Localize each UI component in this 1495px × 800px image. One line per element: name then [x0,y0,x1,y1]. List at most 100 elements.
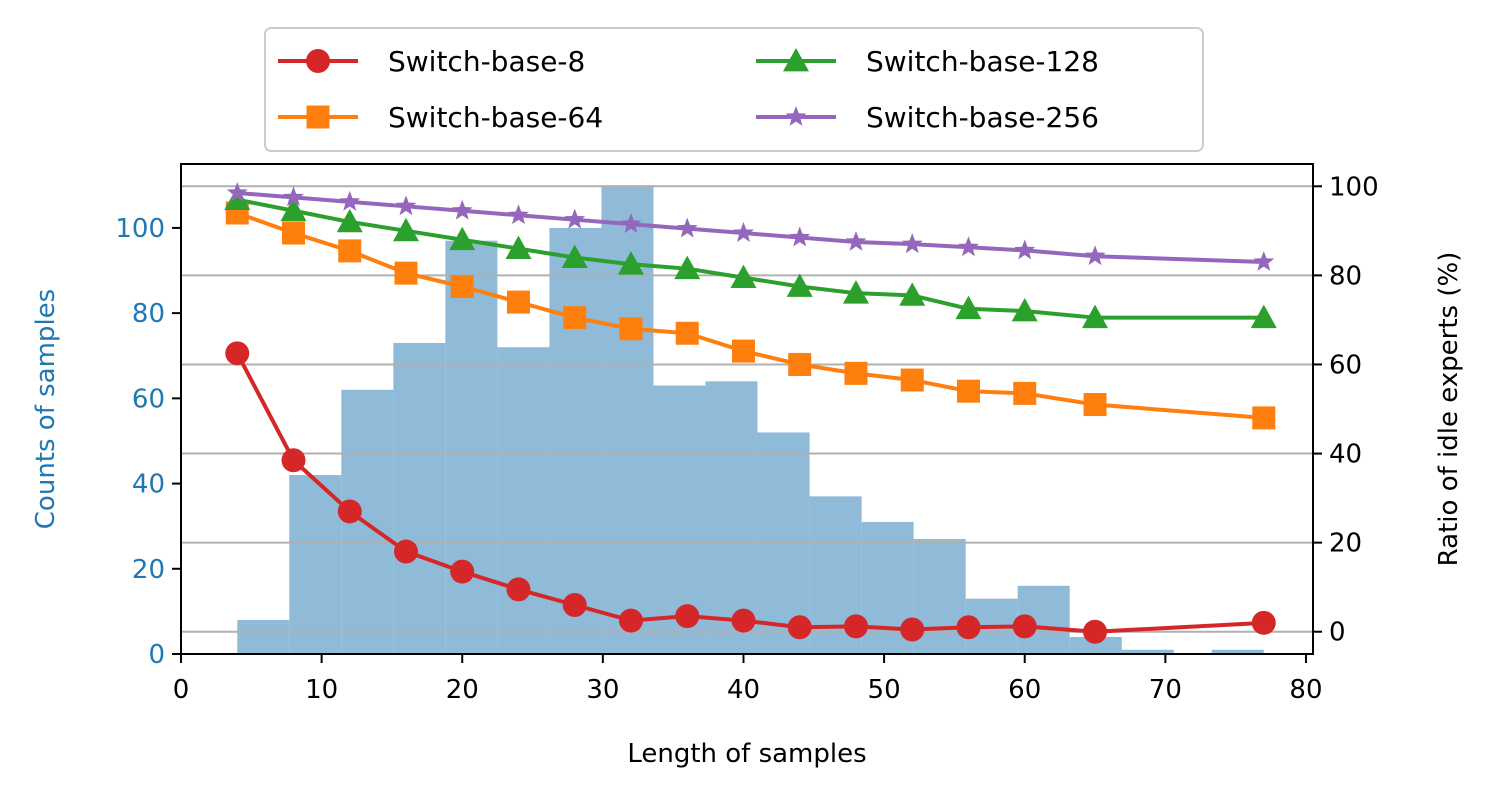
data-point-Switch-base-8-13 [956,615,981,640]
data-point-Switch-base-8-11 [843,614,868,639]
x-tick-label-20: 20 [446,675,479,705]
histogram-bar-1 [289,475,342,654]
data-point-Switch-base-256-5 [508,204,529,225]
y-right-tick-label-80: 80 [1329,261,1362,291]
data-point-Switch-base-64-11 [844,361,868,385]
data-point-Switch-base-64-1 [281,221,305,245]
data-point-Switch-base-256-2 [339,190,361,211]
data-point-Switch-base-8-8 [675,604,700,629]
data-point-Switch-base-256-14 [1014,239,1036,260]
x-tick-label-40: 40 [727,675,760,705]
data-point-Switch-base-256-6 [564,208,586,229]
histogram-bar-19 [1211,649,1264,654]
histogram-bar-16 [1069,636,1122,654]
data-point-Switch-base-64-2 [338,239,362,263]
y-left-tick-label-20: 20 [132,555,165,585]
data-point-Switch-base-8-14 [1012,614,1037,639]
legend-label-Switch-base-128: Switch-base-128 [866,45,1099,78]
data-point-Switch-base-256-7 [620,213,642,234]
data-point-Switch-base-8-16 [1251,610,1276,635]
series-Switch-base-256 [226,181,1275,271]
data-point-Switch-base-64-5 [506,290,530,314]
data-point-Switch-base-8-2 [337,499,362,524]
histogram-bar-0 [237,619,290,654]
data-point-Switch-base-128-2 [336,208,363,233]
data-point-Switch-base-128-0 [224,186,251,211]
data-point-Switch-base-8-6 [562,593,587,617]
legend-marker-Switch-base-256 [785,106,807,126]
data-point-Switch-base-256-9 [733,222,754,242]
data-point-Switch-base-128-14 [1011,298,1038,322]
data-point-Switch-base-128-5 [505,235,532,260]
y-left-tick-label-100: 100 [115,214,165,244]
data-point-Switch-base-64-9 [731,339,755,363]
histogram-bar-3 [393,342,446,654]
histogram-bar-5 [497,347,550,654]
histogram-bar-17 [1121,649,1174,654]
legend-label-Switch-base-64: Switch-base-64 [388,101,603,134]
data-point-Switch-base-256-13 [958,236,979,257]
x-tick-label-60: 60 [1008,675,1041,705]
data-point-Switch-base-128-3 [392,217,419,242]
data-point-Switch-base-128-4 [449,226,476,251]
data-point-Switch-base-128-8 [674,255,701,280]
data-point-Switch-base-128-7 [617,251,644,275]
data-point-Switch-base-64-15 [1083,393,1107,417]
x-tick-label-70: 70 [1149,675,1182,705]
histogram-bar-4 [445,240,498,654]
data-point-Switch-base-64-13 [956,379,980,403]
data-point-Switch-base-128-13 [955,295,982,320]
data-point-Switch-base-256-16 [1253,251,1275,271]
data-point-Switch-base-8-0 [225,341,250,366]
data-point-Switch-base-64-16 [1252,406,1276,430]
data-point-Switch-base-64-6 [563,306,587,330]
legend-marker-Switch-base-8 [306,49,330,73]
data-point-Switch-base-128-16 [1250,304,1277,329]
data-point-Switch-base-64-10 [788,352,812,376]
data-point-Switch-base-256-3 [395,195,417,216]
data-point-Switch-base-256-1 [283,186,304,207]
data-point-Switch-base-256-0 [226,181,248,202]
x-tick-label-10: 10 [305,675,338,705]
data-point-Switch-base-128-11 [842,280,869,304]
data-point-Switch-base-256-11 [845,230,867,251]
data-point-Switch-base-8-7 [618,608,643,633]
legend-entry-Switch-base-64: Switch-base-64 [278,101,603,134]
data-point-Switch-base-128-12 [899,282,926,306]
data-point-Switch-base-64-8 [675,321,699,345]
data-point-Switch-base-128-6 [561,244,588,268]
data-point-Switch-base-64-14 [1013,381,1037,405]
y-left-tick-label-80: 80 [132,299,165,329]
data-point-Switch-base-8-3 [393,539,418,564]
data-point-Switch-base-64-12 [900,368,924,392]
histogram-bar-7 [601,185,654,654]
y-right-tick-label-60: 60 [1329,350,1362,380]
legend: Switch-base-8 Switch-base-64 Switch-base-1… [264,27,1204,152]
right-axis-gridlines [181,185,1313,633]
data-point-Switch-base-128-1 [280,197,307,222]
data-point-Switch-base-8-15 [1083,619,1108,644]
histogram-bar-6 [549,227,602,655]
line-series [224,181,1277,644]
legend-entry-Switch-base-128: Switch-base-128 [756,45,1099,78]
data-point-Switch-base-8-1 [281,448,306,473]
data-point-Switch-base-256-4 [451,199,473,220]
legend-label-Switch-base-8: Switch-base-8 [388,45,585,78]
legend-entry-Switch-base-256: Switch-base-256 [756,101,1099,134]
y-right-tick-label-100: 100 [1329,172,1379,202]
legend-label-Switch-base-256: Switch-base-256 [866,101,1099,134]
y-right-tick-label-0: 0 [1329,618,1346,648]
x-tick-label-30: 30 [586,675,619,705]
x-tick-label-80: 80 [1289,675,1322,705]
axes-ticks: 0 10 20 30 40 50 60 70 8002040608010002040608010… [115,172,1378,705]
y-right-tick-label-40: 40 [1329,440,1362,470]
plot-frame [180,163,1314,655]
x-tick-label-50: 50 [868,675,901,705]
series-Switch-base-128 [224,186,1277,329]
y-left-axis-title: Counts of samples [31,289,61,529]
data-point-Switch-base-8-12 [900,617,925,642]
y-left-tick-label-40: 40 [132,470,165,500]
data-point-Switch-base-256-15 [1084,245,1106,266]
x-tick-label-0: 0 [173,675,190,705]
